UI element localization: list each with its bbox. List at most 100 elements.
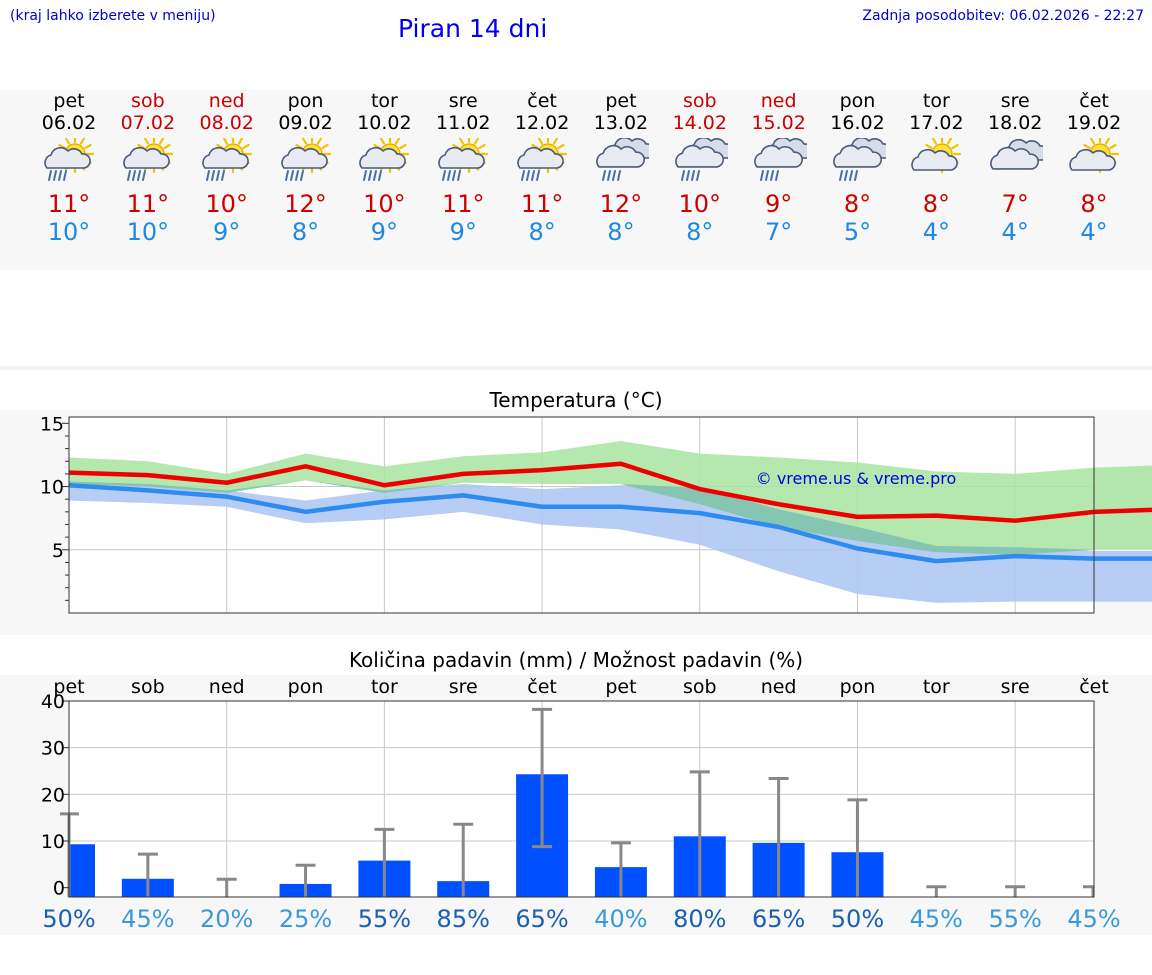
precipitation-probability: 55% bbox=[358, 905, 411, 933]
day-name: ned bbox=[760, 90, 797, 112]
min-temperature-line bbox=[68, 483, 1152, 564]
forecast-day: pet 13.02 12° 8° bbox=[581, 90, 661, 246]
day-date: 16.02 bbox=[830, 112, 885, 134]
max-temperature: 11° bbox=[441, 190, 485, 218]
min-temperature: 4° bbox=[1001, 218, 1029, 246]
precipitation-probability: 55% bbox=[988, 905, 1041, 933]
y-tick-label: 5 bbox=[52, 540, 64, 562]
day-date: 10.02 bbox=[357, 112, 412, 134]
day-name: sob bbox=[683, 90, 717, 112]
min-temperature: 7° bbox=[765, 218, 793, 246]
category-label: sre bbox=[1001, 676, 1030, 698]
forecast-day: tor 17.02 8° 4° bbox=[896, 90, 976, 246]
day-name: sre bbox=[1000, 90, 1030, 112]
min-temperature: 9° bbox=[213, 218, 241, 246]
category-label: ned bbox=[761, 676, 797, 698]
y-tick-label: 10 bbox=[40, 477, 64, 499]
min-temperature: 8° bbox=[607, 218, 635, 246]
max-temperature: 7° bbox=[1001, 190, 1029, 218]
precipitation-probability: 20% bbox=[200, 905, 253, 933]
precipitation-probability: 80% bbox=[673, 905, 726, 933]
forecast-day: tor 10.02 10° 9° bbox=[344, 90, 424, 246]
min-temperature: 9° bbox=[370, 218, 399, 246]
cloud-icon bbox=[990, 139, 1044, 170]
day-name: pon bbox=[287, 90, 324, 112]
min-range-band bbox=[69, 481, 1152, 603]
precipitation-probability: 45% bbox=[121, 905, 174, 933]
day-name: čet bbox=[1079, 90, 1109, 112]
category-label: čet bbox=[527, 676, 557, 698]
precipitation-chart-title: Količina padavin (mm) / Možnost padavin … bbox=[348, 648, 804, 672]
category-label: pon bbox=[288, 676, 324, 698]
forecast-day: sob 07.02 11° 10° bbox=[108, 90, 188, 246]
precipitation-probability: 65% bbox=[752, 905, 805, 933]
max-range-band bbox=[69, 441, 1152, 555]
sun-cloud-rain-icon bbox=[123, 138, 173, 181]
last-update: Zadnja posodobitev: 06.02.2026 - 22:27 bbox=[862, 8, 1144, 24]
sun-cloud-rain-icon bbox=[438, 138, 489, 181]
category-label: čet bbox=[1079, 676, 1109, 698]
min-temperature: 8° bbox=[291, 218, 320, 246]
day-name: pon bbox=[839, 90, 876, 112]
min-temperature: 8° bbox=[528, 218, 556, 246]
day-name: tor bbox=[370, 90, 398, 112]
forecast-day: sre 11.02 11° 9° bbox=[423, 90, 503, 246]
sun-cloud-rain-icon bbox=[359, 138, 410, 181]
min-temperature: 10° bbox=[126, 218, 170, 246]
min-temperature: 4° bbox=[1080, 218, 1108, 246]
day-name: ned bbox=[208, 90, 245, 112]
sun-cloud-rain-icon bbox=[44, 138, 95, 181]
temperature-chart: 5 10 15 © vreme.us & vreme.pro bbox=[40, 413, 1152, 614]
min-temperature: 4° bbox=[922, 218, 950, 246]
day-date: 11.02 bbox=[436, 112, 491, 134]
day-date: 19.02 bbox=[1066, 112, 1122, 134]
min-temperature: 10° bbox=[47, 218, 91, 246]
max-temperature: 10° bbox=[205, 190, 248, 218]
day-date: 17.02 bbox=[909, 112, 964, 134]
y-tick-label: 0 bbox=[53, 878, 65, 900]
category-label: tor bbox=[371, 676, 398, 698]
day-date: 12.02 bbox=[514, 112, 570, 134]
max-temperature: 8° bbox=[843, 190, 872, 218]
overlap-band bbox=[69, 480, 1152, 555]
category-label: pet bbox=[53, 676, 84, 698]
sun-cloud-icon bbox=[911, 138, 962, 174]
page-title: Piran 14 dni bbox=[398, 14, 548, 43]
day-name: pet bbox=[53, 90, 85, 112]
category-label: pon bbox=[840, 676, 876, 698]
max-temperature: 8° bbox=[922, 190, 950, 218]
precipitation-probability: 50% bbox=[831, 905, 884, 933]
precipitation-probability: 85% bbox=[437, 905, 490, 933]
max-temperature: 12° bbox=[599, 190, 643, 218]
precipitation-probability: 25% bbox=[279, 905, 332, 933]
max-temperature: 11° bbox=[47, 190, 91, 218]
divider bbox=[0, 366, 1152, 370]
min-temperature: 5° bbox=[843, 218, 872, 246]
max-temperature: 8° bbox=[1080, 190, 1108, 218]
max-temperature: 10° bbox=[363, 190, 406, 218]
plot-frame bbox=[68, 700, 1095, 898]
plot-area bbox=[69, 701, 1094, 897]
day-date: 07.02 bbox=[120, 112, 176, 134]
max-temperature-line bbox=[68, 461, 1152, 523]
category-label: sob bbox=[683, 676, 717, 698]
location-menu-link[interactable]: (kraj lahko izberete v meniju) bbox=[10, 8, 216, 24]
cloud-rain-icon bbox=[832, 138, 886, 181]
day-date: 14.02 bbox=[672, 112, 727, 134]
day-date: 09.02 bbox=[278, 112, 333, 134]
forecast-day: sre 18.02 7° 4° bbox=[975, 90, 1055, 246]
forecast-day: pet 06.02 11° 10° bbox=[29, 90, 109, 246]
y-tick-label: 30 bbox=[41, 738, 65, 760]
category-label: tor bbox=[923, 676, 950, 698]
precipitation-chart: pet sob ned pon tor sre čet pet sob ned pon tor sre č… bbox=[41, 676, 1121, 933]
watermark: © vreme.us & vreme.pro bbox=[756, 469, 957, 488]
y-tick-label: 15 bbox=[40, 413, 64, 435]
precipitation-probability: 45% bbox=[1067, 905, 1120, 933]
max-temperature: 12° bbox=[284, 190, 327, 218]
cloud-rain-icon bbox=[674, 138, 728, 181]
max-temperature: 9° bbox=[765, 190, 793, 218]
precipitation-probability: 45% bbox=[910, 905, 963, 933]
day-name: čet bbox=[527, 90, 557, 112]
forecast-day: ned 08.02 10° 9° bbox=[187, 90, 267, 246]
precipitation-probability: 40% bbox=[594, 905, 647, 933]
